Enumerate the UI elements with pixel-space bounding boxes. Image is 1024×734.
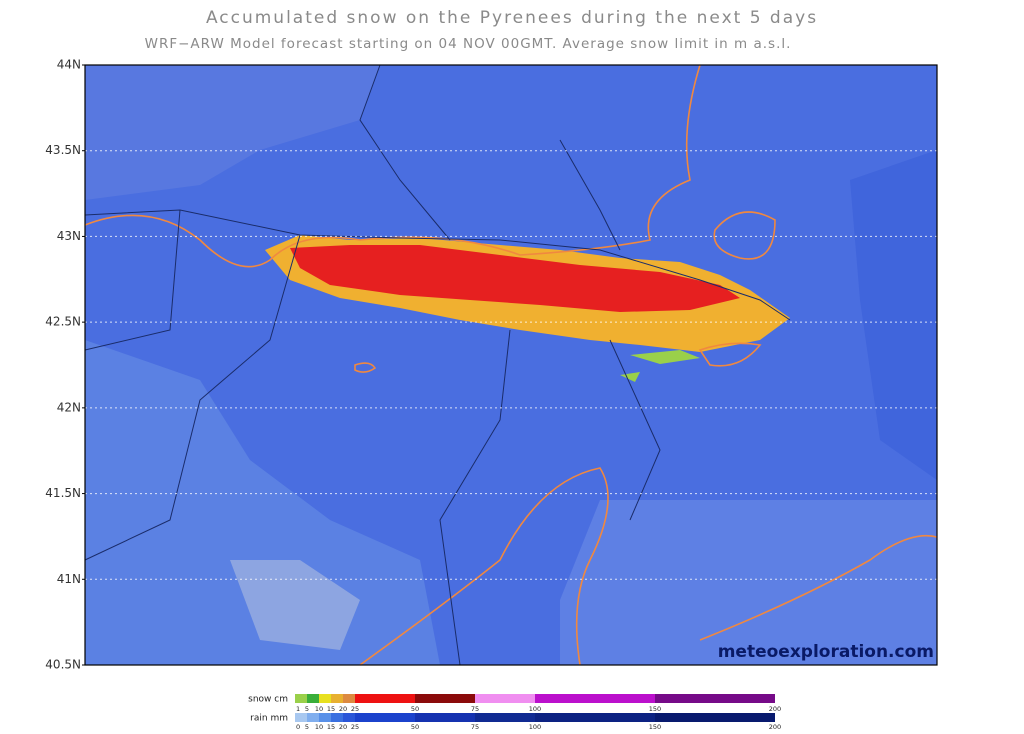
legend-swatch [331, 713, 343, 722]
watermark: meteoexploration.com [718, 642, 934, 662]
lat-label: 42N [57, 400, 81, 414]
lat-label: 43.5N [45, 143, 81, 157]
legend-swatch [331, 694, 343, 703]
legend-tick-label: 50 [411, 723, 419, 730]
rain-area [560, 500, 937, 665]
legend-label: rain mm [250, 714, 288, 724]
legend-tick-label: 150 [649, 723, 661, 730]
legend-label: snow cm [248, 695, 288, 705]
legend-swatch [535, 694, 655, 703]
legend-swatch [355, 694, 415, 703]
legend-tick-label: 25 [351, 723, 359, 730]
map: meteoexploration.com [84, 64, 938, 666]
legend-tick-label: 50 [411, 705, 419, 713]
borders [84, 64, 791, 666]
legend-swatch [655, 694, 775, 703]
legend-tick-label: 25 [351, 705, 359, 713]
sea-area [850, 150, 937, 480]
snow-area [620, 350, 700, 382]
legend-swatch [415, 713, 475, 722]
lat-label: 41.5N [45, 486, 81, 500]
legend-tick-label: 100 [529, 705, 541, 713]
legend-tick-label: 75 [471, 723, 479, 730]
legend-swatch [475, 713, 535, 722]
lat-label: 44N [57, 58, 81, 72]
title: Accumulated snow on the Pyrenees during … [206, 8, 818, 28]
legend-swatch [475, 694, 535, 703]
legend-tick-label: 100 [529, 723, 541, 730]
lat-label: 42.5N [45, 315, 81, 329]
legend-swatch [343, 694, 355, 703]
lat-label: 43N [57, 229, 81, 243]
legend-tick-label: 1 [296, 705, 300, 713]
legend-tick-label: 200 [769, 705, 781, 713]
legend-tick-label: 10 [315, 723, 323, 730]
legend-tick-label: 5 [305, 705, 309, 713]
legend-tick-label: 5 [305, 723, 309, 730]
legend-swatch [319, 713, 331, 722]
legend-tick-label: 0 [296, 723, 300, 730]
legend-tick-label: 15 [327, 723, 335, 730]
legend-tick-label: 200 [769, 723, 781, 730]
legend-tick-label: 20 [339, 705, 347, 713]
legend-swatch [415, 694, 475, 703]
legend-swatch [535, 713, 655, 722]
legend-tick-label: 75 [471, 705, 479, 713]
legend-swatch [295, 694, 307, 703]
legend-tick-label: 15 [327, 705, 335, 713]
legend-tick-label: 150 [649, 705, 661, 713]
legend-swatch [355, 713, 415, 722]
legend-swatch [307, 694, 319, 703]
map-frame [84, 64, 938, 666]
legend-tick-label: 10 [315, 705, 323, 713]
legend-swatch [655, 713, 775, 722]
grid [85, 150, 937, 580]
legend-swatch [319, 694, 331, 703]
legend-swatch [307, 713, 319, 722]
sea-area [85, 65, 380, 200]
lat-label: 40.5N [45, 658, 81, 672]
rain-area [230, 560, 360, 650]
legend-swatch [343, 713, 355, 722]
rain-area [85, 340, 440, 665]
legend-swatch [295, 713, 307, 722]
legend-tick-label: 20 [339, 723, 347, 730]
subtitle: WRF−ARW Model forecast starting on 04 NO… [145, 36, 792, 52]
lat-label: 41N [57, 572, 81, 586]
snow-area [290, 245, 740, 312]
